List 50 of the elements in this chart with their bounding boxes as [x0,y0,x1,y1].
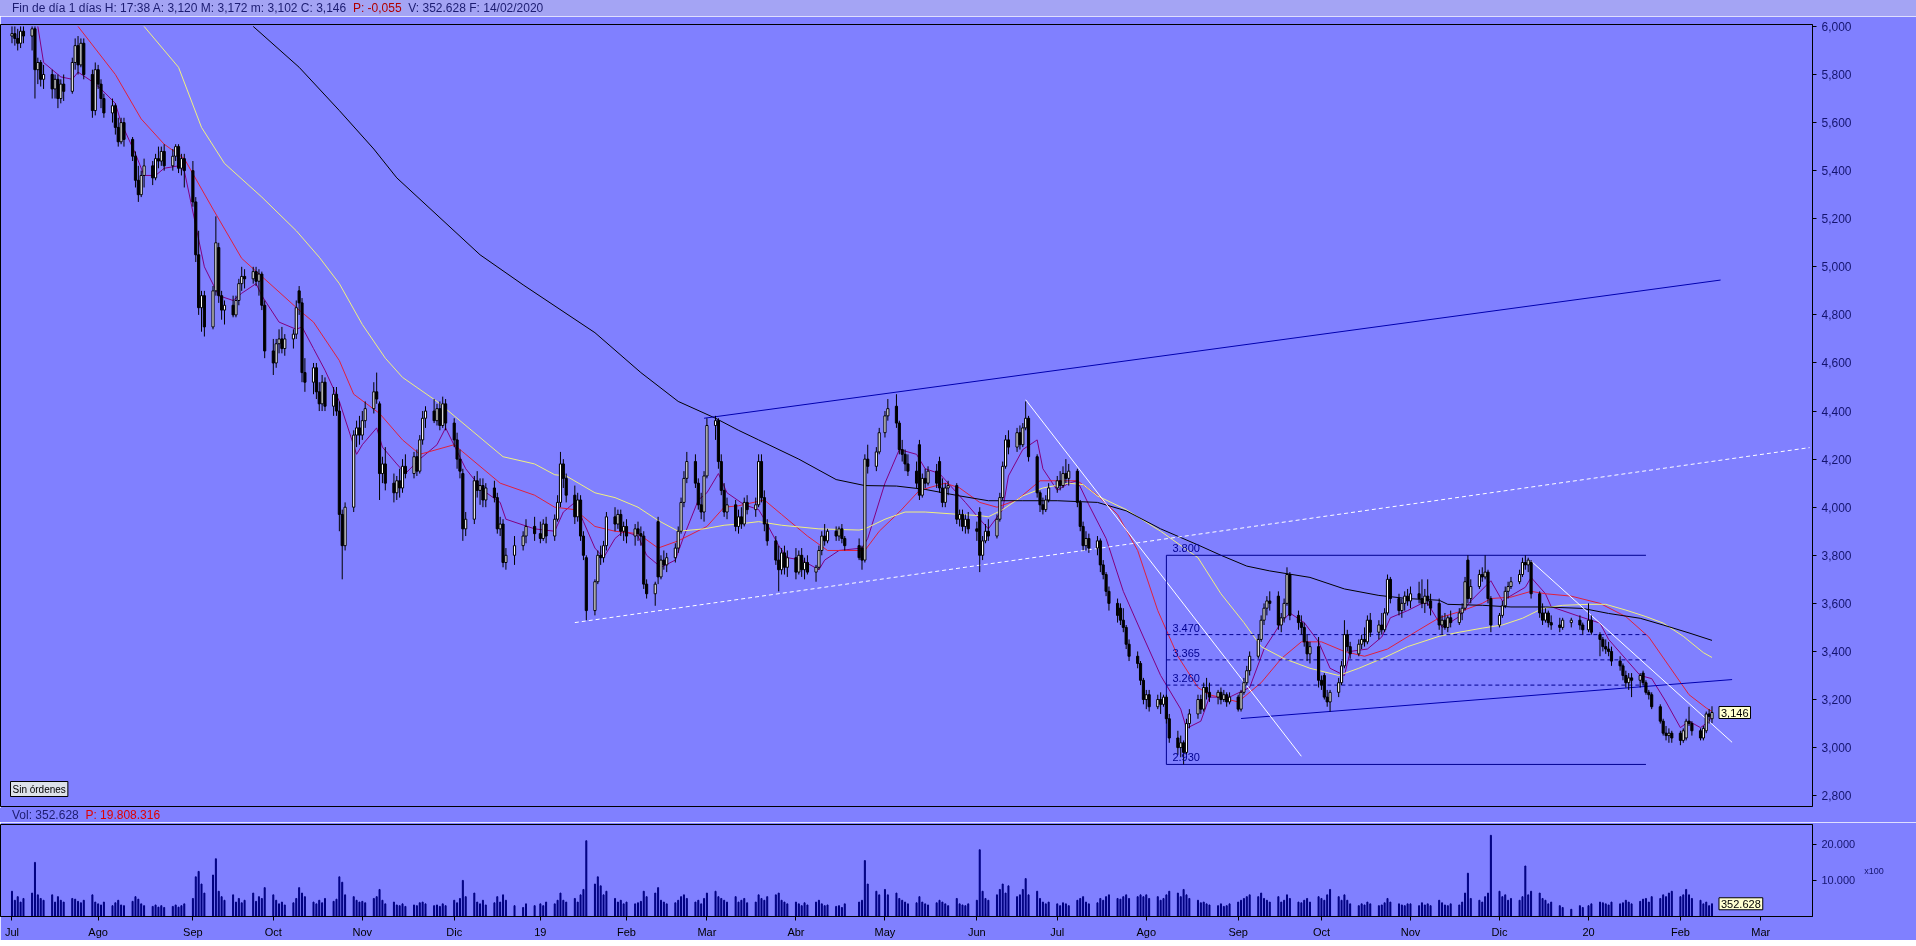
chart-title: Fin de día 1 días H: 17:38 A: 3,120 M: 3,172 m: 3,102 C: 3,146 [12,1,347,15]
y-tick-label: 5,200 [1821,212,1852,227]
x-tick-label: Ago [1136,925,1157,938]
y-tick-label: 3,200 [1821,693,1852,708]
x-tick-label: Jul [1050,925,1065,938]
y-tick-label: 4,600 [1821,356,1852,371]
y-tick-label: 3,800 [1821,548,1852,563]
y-tick-label: 4,000 [1821,500,1852,515]
y-tick-label: 3,400 [1821,644,1852,659]
x-tick-label: Sep [1228,925,1248,938]
x-tick-label: Oct [264,925,282,938]
x-tick-label: May [874,925,896,938]
y-tick-label: 3,000 [1821,741,1852,756]
x-tick-label: 20 [1582,925,1595,938]
x-tick-label: Mar [697,925,717,938]
x-tick-label: Feb [617,925,637,938]
y-axis-title: x100 [1864,865,1884,876]
y-tick-label: 5,600 [1821,116,1852,131]
x-tick-label: Jun [967,925,986,938]
annotation: 3,146 [1720,706,1749,719]
x-tick-label: Abr [787,925,805,938]
y-tick-label: 4,200 [1821,452,1852,467]
annotation: Sin órdenes [12,783,66,795]
chart-title: Vol: 352.628 [12,808,79,822]
x-tick-label: Nov [352,925,373,938]
y-tick-label: 5,000 [1821,260,1852,275]
x-tick-label: Feb [1670,925,1690,938]
y-tick-label: 4,400 [1821,404,1852,419]
x-tick-label: 19 [534,925,547,938]
y-tick-label: 3,600 [1821,596,1852,611]
y-tick-label: 20.000 [1821,838,1856,851]
annotation: 352.628 [1720,897,1761,910]
text: V: 352.628 F: 14/02/2020 [408,1,544,15]
y-tick-label: 5,800 [1821,68,1852,82]
series-label: 3.470 [1172,621,1200,634]
x-tick-label: Ago [88,925,108,938]
x-tick-label: Oct [1312,925,1331,938]
x-tick-label: Dic [1491,925,1508,938]
x-tick-label: Mar [1751,925,1771,938]
y-tick-label: 10.000 [1821,874,1856,887]
x-tick-label: Nov [1400,925,1421,938]
x-tick-label: Jul [4,925,20,938]
chart-subtitle: P: 19.808.316 [85,808,161,822]
x-tick-label: Dic [446,925,463,938]
y-tick-label: 2,800 [1821,789,1852,804]
x-tick-label: Sep [183,925,203,938]
y-tick-label: 5,400 [1821,164,1852,179]
y-tick-label: 4,800 [1821,308,1852,323]
y-tick-label: 6,000 [1821,19,1852,34]
chart-subtitle: P: -0,055 [352,1,402,15]
